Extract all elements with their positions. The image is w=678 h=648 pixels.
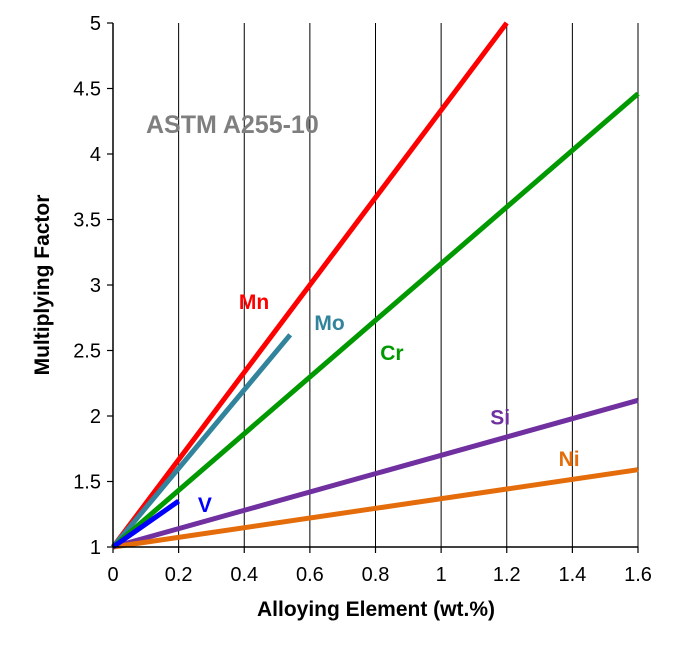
x-tick-label: 1 xyxy=(436,564,447,586)
series-label-cr: Cr xyxy=(380,342,403,365)
series-label-mo: Mo xyxy=(314,312,344,335)
series-labels: Mn Mo Cr Si Ni V xyxy=(198,291,580,517)
axes xyxy=(107,22,639,553)
series-lines xyxy=(111,21,640,550)
y-tick-label: 3 xyxy=(90,275,101,297)
y-tick-label: 5 xyxy=(90,13,101,35)
series-line-v xyxy=(111,499,181,550)
series-line-cr xyxy=(111,91,640,549)
series-label-v: V xyxy=(198,494,212,517)
y-tick-label: 1 xyxy=(90,537,101,559)
tick-labels: 1 1.5 2 2.5 3 3.5 4 4.5 5 0 0.2 0.4 0.6 0.8 1 1.2 1.4 1.6 xyxy=(73,13,652,586)
y-tick-label: 2.5 xyxy=(73,341,101,363)
x-tick-label: 0.4 xyxy=(230,564,258,586)
series-line-mo xyxy=(111,333,293,549)
x-tick-label: 1.6 xyxy=(624,564,652,586)
series-label-mn: Mn xyxy=(239,291,269,314)
x-tick-label: 1.2 xyxy=(493,564,521,586)
y-axis-title: Multiplying Factor xyxy=(31,195,54,376)
x-tick-label: 1.4 xyxy=(558,564,586,586)
y-tick-label: 4.5 xyxy=(73,79,101,101)
y-tick-label: 4 xyxy=(90,144,101,166)
series-line-mn xyxy=(111,21,509,549)
x-tick-label: 0 xyxy=(107,564,118,586)
y-tick-label: 2 xyxy=(90,406,101,428)
x-tick-label: 0.6 xyxy=(296,564,324,586)
series-line-si xyxy=(112,397,639,550)
chart-annotation: ASTM A255-10 xyxy=(146,111,319,139)
series-label-si: Si xyxy=(490,406,510,429)
x-tick-label: 0.8 xyxy=(362,564,390,586)
y-tick-label: 1.5 xyxy=(73,472,101,494)
x-axis-title: Alloying Element (wt.%) xyxy=(257,598,495,621)
y-tick-label: 3.5 xyxy=(73,210,101,232)
x-tick-label: 0.2 xyxy=(165,564,193,586)
series-line-ni xyxy=(112,467,639,550)
series-label-ni: Ni xyxy=(559,448,580,471)
